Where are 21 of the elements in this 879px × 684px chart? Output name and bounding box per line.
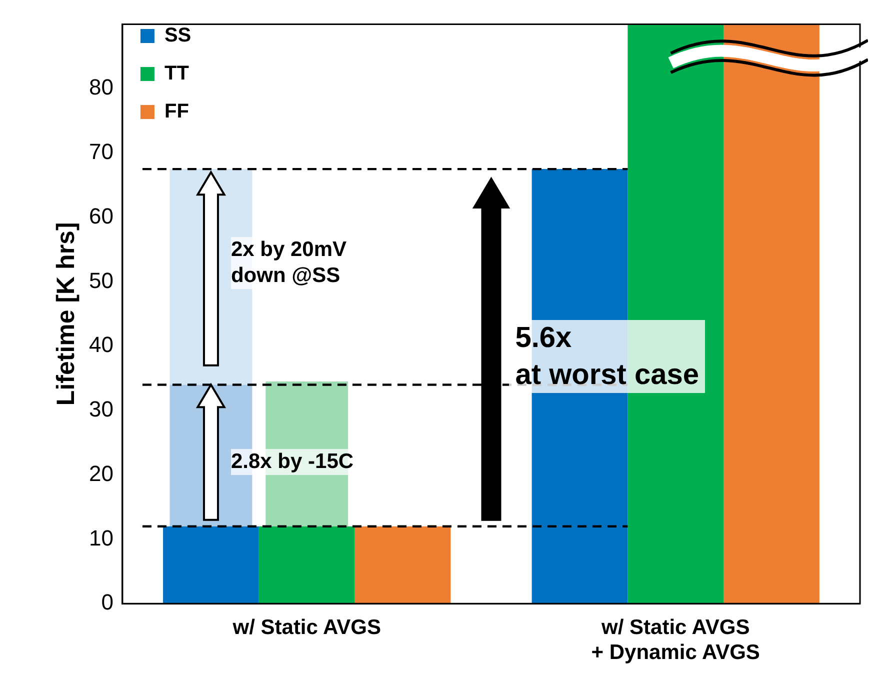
legend-label: SS <box>164 24 192 47</box>
bar <box>258 526 355 604</box>
y-tick-label: 0 <box>101 590 114 615</box>
legend-label: FF <box>164 100 189 123</box>
y-tick-label: 20 <box>88 460 114 486</box>
y-tick-label: 10 <box>88 525 114 550</box>
y-tick-label: 30 <box>88 396 114 422</box>
y-tick-label: 70 <box>88 139 114 164</box>
x-tick-label: w/ Static AVGS + Dynamic AVGS <box>591 616 760 664</box>
y-tick-label: 60 <box>88 203 114 228</box>
legend-label: TT <box>164 62 189 85</box>
y-tick-label: 40 <box>88 332 114 358</box>
y-axis-title: Lifetime [K hrs] <box>52 222 80 406</box>
y-tick-label: 50 <box>88 268 114 293</box>
annotation: 2.8x by -15C <box>230 449 354 476</box>
bar <box>163 526 259 604</box>
annotation: 2x by 20mV down @SS <box>230 236 347 290</box>
annotation: 5.6x at worst case <box>515 321 699 393</box>
bar <box>354 526 451 604</box>
x-tick-label: w/ Static AVGS <box>232 616 381 639</box>
y-tick-label: 80 <box>88 74 114 100</box>
